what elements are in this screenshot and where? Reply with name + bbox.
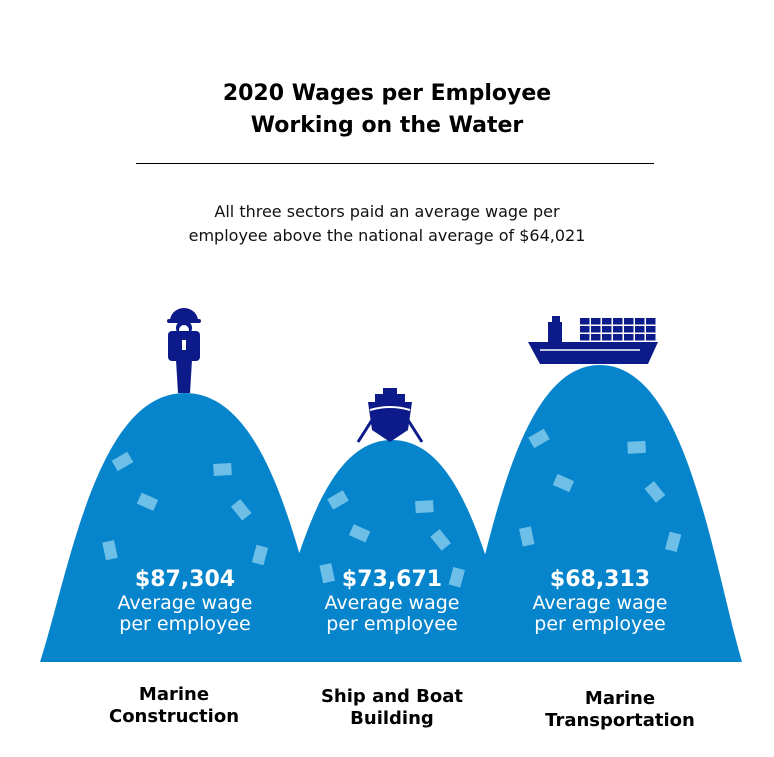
money-bill-icon: [213, 463, 232, 476]
value-marine-transportation: $68,313 Average wage per employee: [532, 567, 668, 635]
money-bill-icon: [627, 440, 646, 454]
money-bill-icon: [448, 566, 465, 588]
money-bill-icon: [136, 492, 159, 511]
ship-bow-icon: [356, 388, 424, 443]
container-block: [580, 326, 590, 333]
container-block: [580, 334, 590, 341]
container-block: [602, 334, 612, 341]
value-marine-construction: $87,304 Average wage per employee: [117, 567, 253, 635]
category-marine-transportation: Marine Transportation: [545, 688, 695, 731]
money-bill-icon: [319, 563, 335, 584]
money-bill-icon: [528, 428, 550, 449]
money-bill-icon: [665, 531, 682, 553]
money-bill-icon: [111, 451, 134, 472]
title-divider: [136, 163, 654, 164]
container-block: [580, 318, 590, 325]
container-block: [635, 334, 645, 341]
container-block: [624, 326, 634, 333]
container-block: [635, 326, 645, 333]
container-block: [646, 318, 656, 325]
container-block: [624, 318, 634, 325]
container-block: [613, 334, 623, 341]
money-bill-icon: [230, 499, 252, 521]
value-ship-boat-building: $73,671 Average wage per employee: [324, 567, 460, 635]
construction-worker-icon: [167, 308, 201, 393]
chart-subtitle: All three sectors paid an average wage p…: [188, 202, 586, 245]
container-block: [613, 318, 623, 325]
container-block: [591, 326, 601, 333]
money-bill-icon: [552, 473, 575, 493]
money-bill-icon: [251, 544, 269, 566]
chart-title: 2020 Wages per Employee Working on the W…: [222, 81, 552, 138]
container-block: [635, 318, 645, 325]
container-block: [624, 334, 634, 341]
container-block: [591, 334, 601, 341]
money-bill-icon: [519, 526, 535, 547]
container-ship-icon: [528, 316, 658, 364]
container-block: [602, 318, 612, 325]
mound-marine-transportation: [458, 365, 742, 662]
container-block: [646, 334, 656, 341]
mound-ship-boat-building: [264, 440, 520, 662]
money-bill-icon: [430, 529, 451, 551]
container-block: [613, 326, 623, 333]
money-bill-icon: [644, 481, 666, 503]
money-bill-icon: [102, 540, 118, 561]
container-block: [646, 326, 656, 333]
money-bill-icon: [348, 524, 371, 543]
money-bill-icon: [415, 500, 434, 514]
mound-marine-construction: [40, 393, 330, 662]
container-block: [602, 326, 612, 333]
category-marine-construction: Marine Construction: [108, 684, 240, 727]
money-bill-icon: [327, 490, 349, 510]
container-block: [591, 318, 601, 325]
category-ship-boat-building: Ship and Boat Building: [320, 686, 464, 729]
